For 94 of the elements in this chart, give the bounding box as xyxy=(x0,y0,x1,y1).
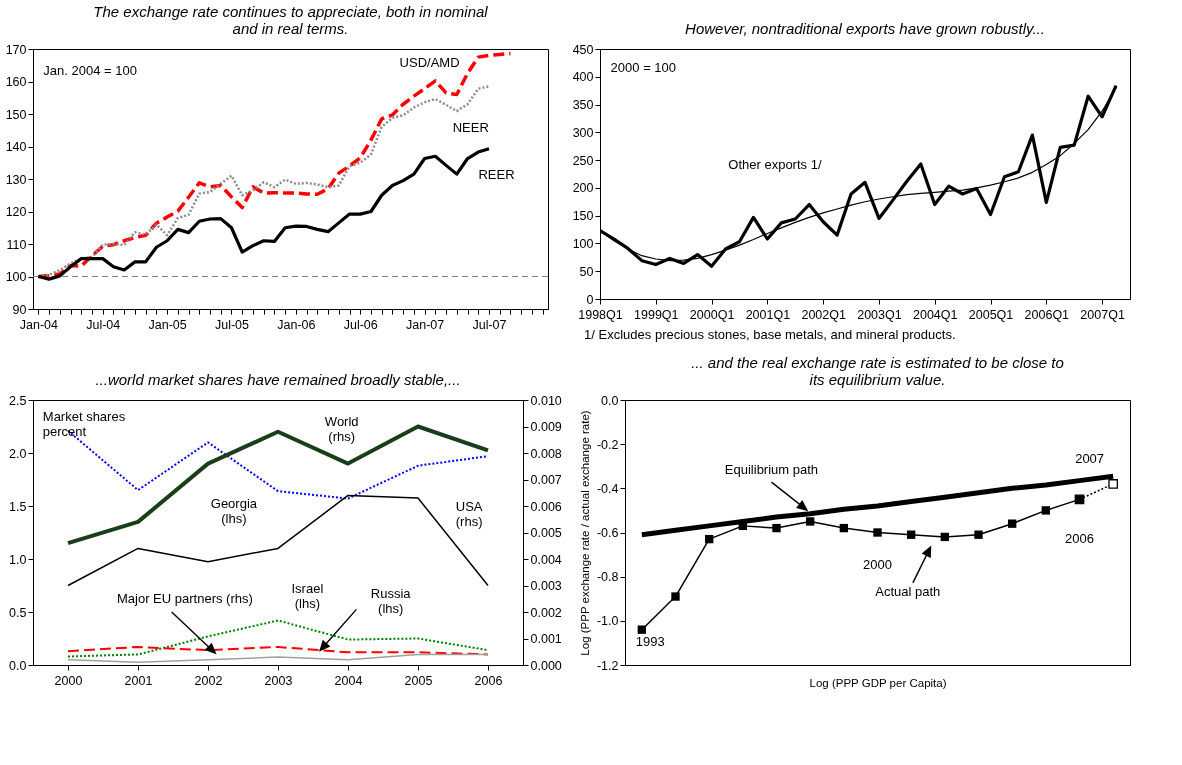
y-axis-title: Log (PPP exchange rate / actual exchange rate) xyxy=(578,410,591,656)
text: 1/ Excludes precious stones, base metals, and mineral products. xyxy=(584,327,956,342)
y-tick-label: -0.6 xyxy=(596,526,619,540)
x-tick-label: 2003 xyxy=(264,673,293,688)
y-tick-label: -1.2 xyxy=(596,658,619,673)
annotation: 2000 xyxy=(863,557,892,572)
x-tick-label: 2000 xyxy=(54,673,83,688)
chart-title: ... and the real exchange rate is estimated to be close to its equilibrium value. xyxy=(691,354,1064,388)
x-tick-label: 2002 xyxy=(194,673,223,688)
y2-tick-label: 0.009 xyxy=(530,420,562,434)
x-tick-label: Jul-04 xyxy=(86,317,121,332)
y-tick-label: 250 xyxy=(572,153,594,168)
y2-tick-label: 0.001 xyxy=(530,632,562,646)
x-tick-label: Jul-07 xyxy=(472,317,507,332)
y-tick-label: 130 xyxy=(5,172,27,187)
x-tick-label: Jul-06 xyxy=(343,317,378,332)
y2-tick-label: 0.010 xyxy=(530,393,562,408)
x-tick-label: 1998Q1 xyxy=(578,307,623,322)
x-tick-label: 2002Q1 xyxy=(801,307,846,322)
y2-tick-label: 0.004 xyxy=(530,552,562,567)
x-tick-label: 2006Q1 xyxy=(1024,307,1070,322)
annotation: 2007 xyxy=(1075,451,1105,466)
y-tick-label: 110 xyxy=(6,237,27,252)
y-tick-label: 150 xyxy=(5,107,27,122)
y-tick-label: 170 xyxy=(5,42,27,57)
y2-tick-label: 0.007 xyxy=(530,473,562,487)
y2-tick-label: 0.000 xyxy=(530,658,562,673)
text: Russia (lhs) xyxy=(370,586,412,617)
series-label: Georgia (lhs) xyxy=(210,496,258,527)
y-tick-label: 100 xyxy=(572,236,594,251)
y2-tick-label: 0.005 xyxy=(530,526,562,540)
x-tick-label: Jan-07 xyxy=(406,317,445,332)
x-tick-label: Jan-06 xyxy=(277,317,316,332)
x-tick-label: 2006 xyxy=(474,673,503,688)
legend-label: Actual path xyxy=(875,583,941,599)
y2-tick-label: 0.003 xyxy=(530,579,562,593)
x-tick-label: 2004Q1 xyxy=(912,307,958,322)
y-tick-label: 100 xyxy=(5,270,27,284)
y2-tick-label: 0.008 xyxy=(530,446,562,461)
text: Other exports 1/ xyxy=(728,157,822,172)
text: Major EU partners (rhs) xyxy=(116,591,253,607)
y-tick-label: 2.5 xyxy=(9,393,27,408)
annotation: 2006 xyxy=(1065,530,1094,546)
x-tick-label: 2001Q1 xyxy=(745,307,791,322)
y-tick-label: 0.0 xyxy=(9,658,27,673)
x-tick-label: 2005 xyxy=(404,673,433,688)
chart-title: ...world market shares have remained broadly stable,... xyxy=(95,371,461,388)
y-tick-label: 450 xyxy=(572,42,594,57)
y-tick-label: 400 xyxy=(572,70,594,85)
y-tick-label: 150 xyxy=(572,209,594,224)
y-tick-label: 90 xyxy=(12,302,27,317)
series-label: World (rhs) xyxy=(324,413,359,444)
x-tick-label: Jan-04 xyxy=(19,317,59,332)
series-label: REER xyxy=(478,166,515,182)
y-tick-label: 300 xyxy=(572,125,594,140)
annotation: 1993 xyxy=(635,633,665,649)
annotation: Market shares percent xyxy=(42,408,126,439)
series-label: NEER xyxy=(452,119,489,135)
x-tick-label: 2007Q1 xyxy=(1080,307,1125,322)
annotation: Jan. 2004 = 100 xyxy=(43,62,137,78)
x-tick-label: 2003Q1 xyxy=(857,307,902,322)
y-tick-label: 0.5 xyxy=(9,605,27,620)
annotation: 2000 = 100 xyxy=(610,59,677,75)
y-tick-label: 140 xyxy=(5,140,27,154)
x-tick-label: 2000Q1 xyxy=(689,307,735,322)
x-axis-title: Log (PPP GDP per Capita) xyxy=(809,676,947,689)
x-tick-label: Jan-05 xyxy=(148,317,187,332)
x-tick-label: 2004 xyxy=(334,673,363,688)
y-tick-label: -1.0 xyxy=(596,614,619,629)
x-tick-label: Jul-05 xyxy=(214,317,250,332)
y2-tick-label: 0.002 xyxy=(530,605,562,620)
y-tick-label: -0.4 xyxy=(596,481,619,496)
y-tick-label: 0.0 xyxy=(601,393,619,408)
y-tick-label: 200 xyxy=(572,181,594,196)
y-tick-label: 160 xyxy=(5,75,27,89)
y-tick-label: 350 xyxy=(572,98,594,113)
series-label: USA (rhs) xyxy=(455,498,483,529)
y-tick-label: 120 xyxy=(5,205,27,219)
text: Equilibrium path xyxy=(724,461,819,477)
y2-tick-label: 0.006 xyxy=(530,499,562,514)
x-tick-label: 1999Q1 xyxy=(634,307,679,322)
x-tick-label: 2005Q1 xyxy=(968,307,1014,322)
series-label: Israel (lhs) xyxy=(291,580,324,611)
y-tick-label: -0.2 xyxy=(596,437,619,452)
y-tick-label: 1.5 xyxy=(9,499,27,514)
chart-title: The exchange rate continues to appreciate, both in nominal and in real terms. xyxy=(93,3,489,37)
x-tick-label: 2001 xyxy=(124,673,153,688)
chart-title: However, nontraditional exports have grown robustly... xyxy=(685,20,1045,37)
y-tick-label: -0.8 xyxy=(596,570,619,585)
series-label: USD/AMD xyxy=(399,54,460,70)
y-tick-label: 0 xyxy=(586,292,594,307)
y-tick-label: 2.0 xyxy=(9,446,27,461)
y-tick-label: 50 xyxy=(579,264,594,279)
y-tick-label: 1.0 xyxy=(9,552,27,567)
